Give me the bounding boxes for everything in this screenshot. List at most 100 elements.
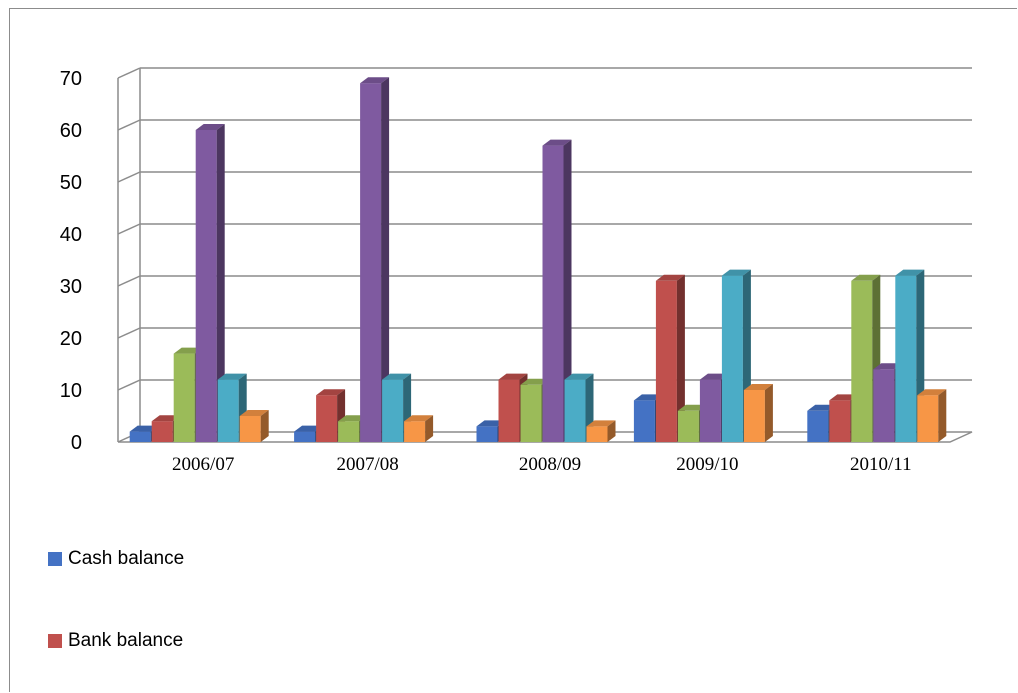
bar — [743, 384, 773, 442]
y-tick-label: 30 — [60, 276, 82, 298]
legend-label-bank-balance: Bank balance — [68, 630, 184, 651]
bar-top — [542, 139, 572, 146]
bar-top — [699, 373, 729, 380]
bar-front — [338, 421, 360, 442]
x-tick-label: 2007/08 — [336, 454, 398, 475]
bar — [404, 415, 434, 442]
bar-side — [764, 384, 773, 442]
bar-front — [586, 426, 608, 442]
bar-top — [655, 274, 685, 281]
bar-top — [217, 373, 247, 380]
gridline-depth — [117, 327, 141, 339]
bar-front — [699, 379, 721, 442]
bar-top — [294, 425, 324, 432]
bar-top — [360, 77, 390, 84]
gridline-depth — [117, 171, 141, 183]
bar-front — [195, 130, 217, 442]
bar-top — [807, 404, 837, 411]
bar-top — [743, 384, 773, 390]
y-tick-label: 20 — [60, 328, 82, 350]
bar-front — [151, 421, 173, 442]
bar-side — [260, 410, 269, 442]
bar-front — [316, 395, 338, 442]
bar-top — [895, 269, 925, 276]
bar — [655, 274, 685, 442]
bar-top — [316, 389, 346, 396]
bar-front — [829, 400, 851, 442]
bar-top — [677, 404, 707, 411]
bar-top — [151, 415, 181, 422]
bars — [129, 77, 947, 442]
bar-side — [381, 77, 390, 442]
bar — [542, 139, 572, 442]
bar — [917, 389, 947, 442]
bar-front — [217, 379, 239, 442]
legend-swatch-cash-balance — [48, 552, 62, 566]
bar-front — [498, 379, 520, 442]
bar-front — [294, 431, 316, 442]
x-tick-label: 2008/09 — [519, 454, 581, 475]
bar-top — [173, 347, 203, 354]
x-tick-label: 2009/10 — [676, 454, 738, 475]
bar-top — [338, 415, 368, 422]
y-tick-label: 0 — [71, 432, 82, 454]
bar-front — [129, 431, 151, 442]
bar-top — [239, 410, 269, 416]
bar-front — [851, 280, 873, 442]
gridline-depth — [117, 67, 141, 79]
bar-front — [173, 353, 195, 442]
bar-side — [563, 139, 572, 442]
legend-swatch-bank-balance — [48, 634, 62, 648]
bar — [895, 269, 925, 442]
bar-front — [895, 275, 917, 442]
bar-top — [917, 389, 947, 396]
bar — [195, 124, 225, 442]
bar — [360, 77, 390, 442]
bar-top — [721, 269, 751, 276]
gridline-depth — [117, 223, 141, 235]
legend-label-cash-balance: Cash balance — [68, 548, 185, 569]
bar-front — [743, 390, 765, 442]
legend-item-cash-balance: Cash balance — [48, 548, 184, 570]
bar-front — [564, 379, 586, 442]
bar-front — [360, 83, 382, 442]
bar-front — [677, 410, 699, 442]
legend-item-bank-balance: Bank balance — [48, 630, 183, 652]
bar-front — [382, 379, 404, 442]
bar-side — [607, 420, 616, 442]
bar-front — [542, 145, 564, 442]
gridline-depth — [117, 119, 141, 131]
bar-top — [195, 124, 225, 130]
bar-side — [425, 415, 434, 442]
bar — [239, 410, 269, 442]
bar-top — [633, 394, 663, 401]
axes: 0 10 20 30 40 50 60 70 2006/07 2007/08 2008/09 2009… — [60, 68, 912, 475]
y-tick-label: 50 — [60, 172, 82, 194]
bar-top — [873, 363, 903, 370]
bar-front — [807, 410, 829, 442]
bar-top — [586, 420, 616, 427]
bar-front — [873, 369, 895, 442]
bar-top — [520, 378, 550, 385]
bar — [586, 420, 616, 442]
bar-top — [382, 373, 412, 380]
bar-top — [498, 373, 528, 380]
y-tick-label: 40 — [60, 224, 82, 246]
x-tick-label: 2006/07 — [172, 454, 234, 475]
bar-top — [564, 373, 594, 380]
gridline-depth — [117, 379, 141, 391]
chart-frame — [9, 8, 1017, 692]
y-tick-label: 60 — [60, 120, 82, 142]
bar-top — [129, 425, 159, 432]
bar-front — [633, 400, 655, 442]
bar-front — [476, 426, 498, 442]
bar-top — [851, 274, 881, 281]
bar-side — [676, 274, 685, 442]
bar-side — [938, 389, 947, 442]
bar-front — [655, 280, 677, 442]
bar-front — [917, 395, 939, 442]
bar-front — [404, 421, 426, 442]
bar-top — [829, 394, 859, 401]
bar-top — [476, 420, 506, 427]
